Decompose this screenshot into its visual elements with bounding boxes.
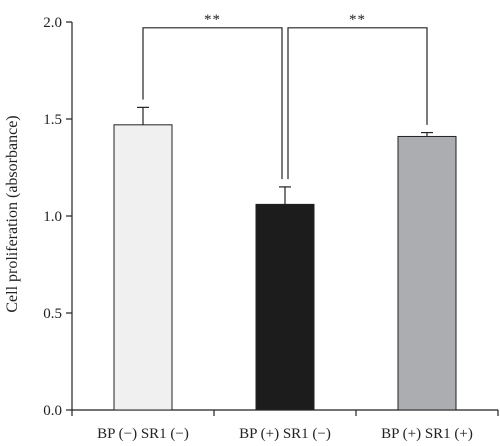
y-tick-label: 1.5 [43, 112, 62, 128]
error-bars [137, 106, 433, 205]
x-axis: BP (−) SR1 (−) BP (+) SR1 (−) BP (+) SR1 (… [71, 409, 499, 442]
significance-bracket [287, 27, 428, 180]
y-axis: 0.0 0.5 1.0 1.5 2.0 [43, 15, 73, 419]
bar [397, 135, 457, 411]
y-tick-label: 0.0 [43, 403, 62, 419]
x-tick-label: BP (−) SR1 (−) [97, 426, 189, 442]
bar [113, 124, 173, 411]
bar [255, 203, 315, 411]
x-tick-label: BP (+) SR1 (+) [381, 426, 473, 442]
y-tick-label: 1.0 [43, 209, 62, 225]
significance-bracket [142, 27, 283, 180]
significance-label: ** [204, 12, 221, 28]
y-axis-label: Cell proliferation (absorbance) [4, 115, 21, 312]
y-tick-label: 0.5 [43, 306, 62, 322]
significance-label: ** [349, 12, 366, 28]
bars [113, 124, 457, 411]
x-tick-label: BP (+) SR1 (−) [239, 426, 331, 442]
significance-brackets: ** ** [142, 12, 428, 180]
y-tick-label: 2.0 [43, 15, 62, 31]
